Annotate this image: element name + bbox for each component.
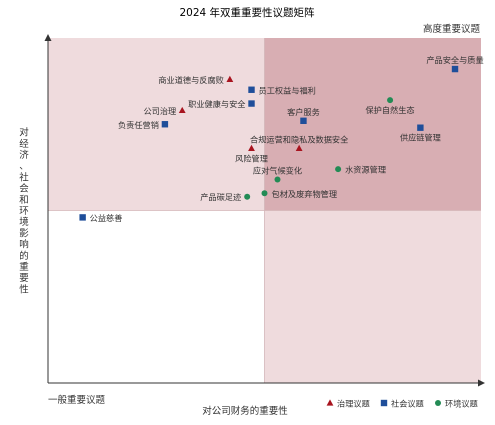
y-axis-label-char: 社 [19, 171, 29, 183]
y-axis-label-char: 响 [19, 239, 29, 251]
point-label: 负责任营销 [118, 120, 159, 130]
point-label: 供应链管理 [400, 133, 441, 143]
social-point [451, 65, 459, 73]
point-label: 合规运营和隐私及数据安全 [250, 134, 348, 144]
y-axis-label-char: 重 [19, 261, 29, 273]
legend: 治理议题 社会议题 环境议题 [326, 398, 478, 408]
point-label: 员工权益与福利 [259, 85, 316, 95]
y-axis-label-char: 要 [19, 273, 29, 284]
environment-point [244, 193, 251, 200]
chart-title: 2024 年双重重要性议题矩阵 [179, 6, 315, 19]
point-label: 应对气候变化 [253, 165, 302, 175]
environment-point [261, 190, 268, 197]
legend-marker-social [380, 399, 388, 407]
social-point [248, 86, 255, 93]
governance-point [178, 106, 186, 114]
social-point [161, 121, 169, 128]
x-axis-arrow [478, 379, 485, 387]
environment-point [387, 97, 394, 104]
y-axis-label-char: 影 [19, 228, 29, 239]
social-point [248, 100, 255, 107]
governance-point [226, 75, 234, 82]
y-axis-label-char: 的 [19, 250, 29, 262]
y-axis-label-char: 环 [19, 206, 29, 217]
social-point [417, 124, 424, 131]
point-label: 风险管理 [235, 153, 268, 163]
corner-label-high: 高度重要议题 [423, 23, 481, 35]
y-axis-label-char: 济 [19, 149, 29, 161]
legend-label-environment: 环境议题 [445, 398, 478, 408]
y-axis-label-char: 境 [19, 216, 29, 228]
quadrant-top-right [264, 38, 481, 211]
y-axis-label-char: 性 [19, 283, 29, 295]
corner-label-low: 一般重要议题 [48, 394, 106, 406]
axes [44, 34, 485, 387]
point-label: 公司治理 [143, 106, 176, 116]
social-point [79, 214, 86, 221]
point-label: 产品碳足迹 [200, 192, 241, 202]
point-label: 客户服务 [287, 107, 320, 117]
quadrant-top-left [48, 38, 265, 211]
point-label: 产品安全与质量 [426, 55, 483, 65]
point-label: 职业健康与安全 [188, 99, 245, 109]
y-axis-label-char: 对 [19, 127, 29, 139]
point-label: 商业道德与反腐败 [158, 75, 224, 85]
y-axis-arrow [44, 34, 52, 41]
y-axis-label-char: 经 [19, 138, 29, 150]
legend-label-social: 社会议题 [391, 398, 424, 408]
social-point [300, 117, 307, 124]
plot-background [48, 38, 481, 383]
point-label: 水资源管理 [345, 165, 386, 175]
governance-point [295, 144, 303, 151]
environment-point [274, 176, 281, 183]
legend-marker-governance [326, 399, 334, 406]
point-label: 公益慈善 [90, 213, 123, 223]
y-axis-label-char: 会 [19, 183, 29, 195]
y-axis-label-char: 、 [19, 161, 29, 172]
legend-marker-environment [435, 400, 441, 406]
point-label: 包材及废弃物管理 [272, 189, 338, 199]
x-axis-label: 对公司财务的重要性 [202, 405, 288, 417]
point-label: 保护自然生态 [365, 105, 414, 115]
quadrant-bottom-right [264, 210, 481, 383]
legend-label-governance: 治理议题 [337, 398, 370, 408]
y-axis-label-char: 和 [19, 195, 29, 206]
governance-point [248, 144, 255, 151]
environment-point [335, 166, 342, 173]
